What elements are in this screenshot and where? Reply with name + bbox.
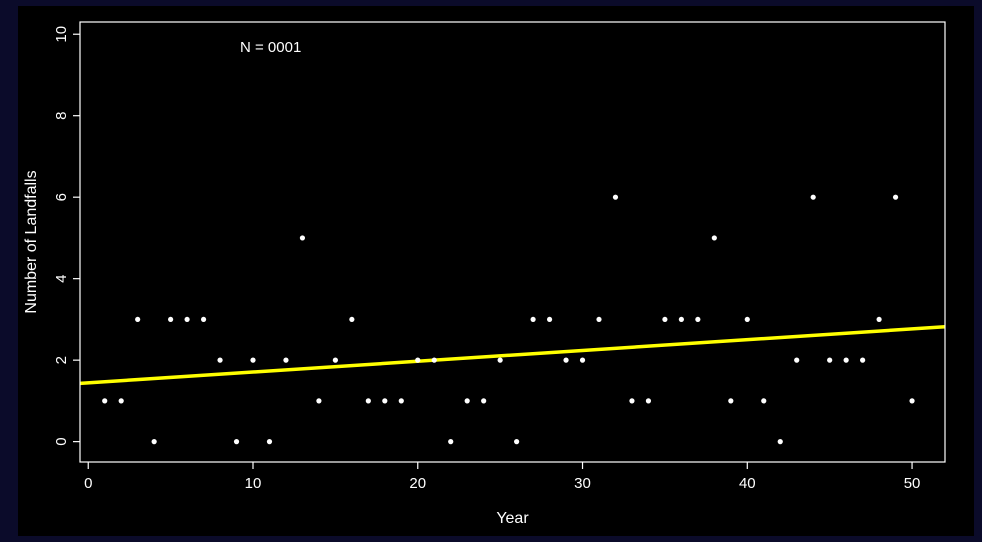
data-point bbox=[695, 316, 701, 323]
x-tick-label: 10 bbox=[245, 475, 262, 492]
data-point bbox=[612, 194, 619, 200]
plot-panel: 0 10 20 30 40 50 0 2 4 6 8 10 N = 0001 Year Number… bbox=[18, 6, 974, 536]
data-point bbox=[728, 398, 734, 404]
data-point bbox=[481, 398, 487, 404]
sample-size-annotation: N = 0001 bbox=[240, 39, 301, 56]
data-point bbox=[860, 357, 866, 363]
data-point bbox=[382, 398, 388, 404]
data-point bbox=[596, 316, 602, 323]
data-point bbox=[316, 398, 322, 404]
data-point bbox=[299, 235, 306, 241]
scatter-chart: 0 10 20 30 40 50 0 2 4 6 8 10 N = 0001 Year Number… bbox=[23, 21, 946, 527]
data-point bbox=[777, 439, 783, 445]
data-point bbox=[184, 316, 190, 323]
data-point bbox=[365, 398, 371, 404]
data-point bbox=[563, 357, 569, 363]
data-point bbox=[415, 357, 421, 363]
data-point bbox=[744, 316, 750, 323]
y-tick-label: 0 bbox=[53, 437, 70, 445]
data-point bbox=[579, 357, 586, 363]
data-point bbox=[233, 439, 240, 445]
data-point bbox=[250, 357, 256, 363]
data-point bbox=[135, 316, 141, 323]
data-point bbox=[448, 439, 454, 445]
data-point bbox=[876, 316, 882, 323]
data-point bbox=[794, 357, 800, 363]
data-point bbox=[514, 439, 520, 445]
y-tick-label: 2 bbox=[53, 356, 70, 364]
data-point bbox=[102, 398, 108, 404]
data-point bbox=[431, 357, 437, 363]
data-point bbox=[761, 398, 767, 404]
data-point bbox=[464, 398, 470, 404]
trend-line bbox=[79, 324, 946, 386]
data-point bbox=[645, 398, 652, 404]
data-point bbox=[349, 316, 355, 323]
data-point bbox=[217, 357, 223, 363]
y-axis: 0 2 4 6 8 10 bbox=[53, 26, 80, 446]
x-tick-label: 50 bbox=[904, 475, 921, 492]
data-point bbox=[200, 316, 207, 323]
y-tick-label: 6 bbox=[53, 193, 70, 201]
data-point bbox=[118, 398, 124, 404]
axes-box bbox=[79, 21, 946, 463]
x-axis: 0 10 20 30 40 50 bbox=[84, 462, 920, 492]
y-tick-label: 4 bbox=[53, 274, 70, 282]
data-point bbox=[662, 316, 668, 323]
data-point bbox=[168, 316, 174, 323]
data-point bbox=[629, 398, 635, 404]
x-axis-title: Year bbox=[496, 510, 529, 527]
data-point bbox=[497, 357, 503, 363]
points-layer bbox=[102, 194, 915, 445]
data-point bbox=[398, 398, 404, 404]
x-tick-label: 40 bbox=[739, 475, 756, 492]
data-point bbox=[909, 398, 915, 404]
data-point bbox=[283, 357, 289, 363]
y-tick-label: 10 bbox=[53, 26, 70, 43]
data-point bbox=[810, 194, 816, 200]
y-tick-label: 8 bbox=[53, 112, 70, 120]
data-point bbox=[266, 439, 273, 445]
data-point bbox=[151, 439, 157, 445]
data-point bbox=[678, 316, 684, 323]
data-point bbox=[827, 357, 833, 363]
data-point bbox=[711, 235, 717, 241]
x-tick-label: 0 bbox=[84, 475, 92, 492]
data-point bbox=[546, 316, 553, 323]
x-tick-label: 30 bbox=[574, 475, 591, 492]
y-axis-title: Number of Landfalls bbox=[23, 170, 40, 313]
data-point bbox=[530, 316, 536, 323]
trend-layer bbox=[79, 324, 946, 386]
data-point bbox=[332, 357, 338, 363]
x-tick-label: 20 bbox=[409, 475, 426, 492]
data-point bbox=[843, 357, 849, 363]
data-point bbox=[892, 194, 899, 200]
